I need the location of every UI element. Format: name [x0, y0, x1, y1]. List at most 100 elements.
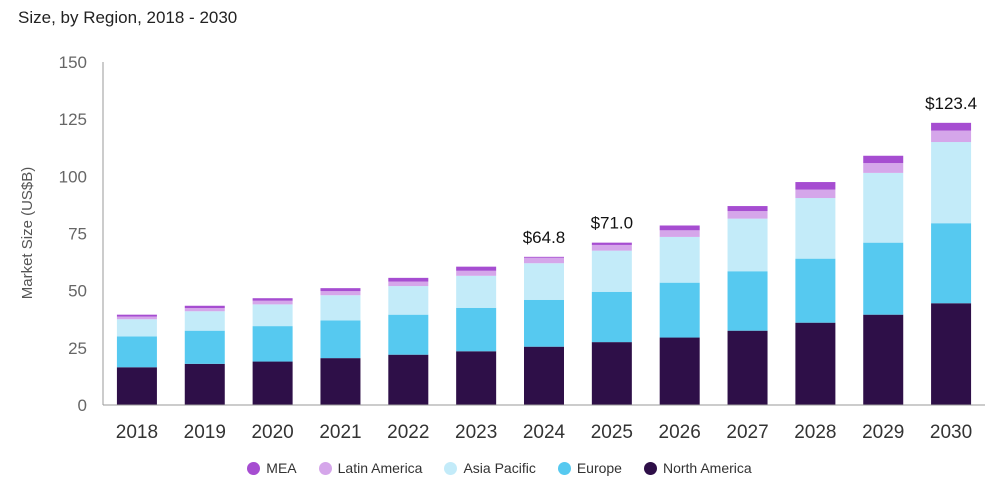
y-axis-label: Market Size (US$B) [19, 167, 36, 300]
legend-label: Latin America [337, 460, 423, 476]
bar-segment-north-america [252, 361, 293, 405]
bar-stack-2028 [795, 182, 836, 405]
bar-segment-asia-pacific [524, 263, 564, 300]
bar-segment-europe [184, 330, 225, 364]
bar-segment-europe [116, 336, 157, 368]
x-tick-label: 2021 [319, 422, 361, 443]
bar-stack-2018 [116, 314, 157, 405]
legend-item-mea[interactable]: MEA [247, 460, 297, 476]
legend-swatch [557, 461, 571, 475]
bar-segment-north-america [116, 367, 157, 405]
bar-segment-europe [388, 314, 429, 355]
bar-stack-2023 [456, 266, 497, 405]
bar-stack-2025 [591, 242, 632, 405]
bar-segment-mea [795, 182, 836, 190]
bar-segment-asia-pacific [252, 304, 293, 327]
legend-item-latin-america[interactable]: Latin America [318, 460, 423, 476]
bar-segment-mea [931, 122, 972, 131]
bar-segment-europe [456, 307, 497, 352]
bar-segment-mea [591, 242, 632, 245]
legend-label: Asia Pacific [463, 460, 536, 476]
bar-segment-north-america [456, 351, 497, 405]
x-tick-label: 2019 [184, 422, 226, 443]
legend-swatch [318, 461, 332, 475]
bar-segment-asia-pacific [320, 295, 361, 321]
bar-segment-mea [388, 277, 429, 282]
data-labels: $64.8 $71.0 $123.4 [523, 94, 977, 247]
bar-segment-asia-pacific [591, 250, 632, 292]
y-tick-label: 50 [68, 282, 87, 301]
y-tick-label: 75 [68, 225, 87, 244]
bar-segment-north-america [184, 363, 225, 405]
x-tick-label: 2018 [116, 422, 158, 443]
bar-segment-latin-america [320, 291, 361, 296]
chart-title: Size, by Region, 2018 - 2030 [18, 8, 238, 27]
x-axis: 2018 2019 2020 2021 2022 2023 2024 2025 2026 2027… [116, 422, 972, 443]
legend-item-asia-pacific[interactable]: Asia Pacific [444, 460, 536, 476]
bar-segment-asia-pacific [863, 172, 904, 243]
bar-segment-latin-america [591, 244, 632, 251]
x-tick-label: 2030 [930, 422, 972, 443]
legend-swatch [643, 461, 657, 475]
legend-label: MEA [266, 460, 297, 476]
y-tick-label: 125 [59, 110, 87, 129]
bar-segment-north-america [931, 303, 972, 405]
bar-segment-europe [931, 223, 972, 304]
bar-stack-2019 [184, 305, 225, 405]
bar-segment-north-america [727, 330, 768, 405]
bar-stack-2026 [659, 225, 700, 405]
bar-segment-europe [727, 271, 768, 331]
bar-segment-europe [524, 299, 564, 347]
bar-segment-latin-america [863, 163, 904, 173]
bar-segment-europe [252, 326, 293, 362]
bar-stack-2022 [388, 277, 429, 405]
bar-segment-north-america [795, 322, 836, 405]
bar-stack-2020 [252, 298, 293, 405]
bar-segment-mea [524, 256, 564, 258]
bar-segment-asia-pacific [727, 218, 768, 272]
bar-segment-latin-america [456, 270, 497, 276]
bar-segment-mea [456, 266, 497, 271]
bar-stack-2029 [863, 155, 904, 405]
bar-segment-mea [252, 298, 293, 301]
y-tick-label: 0 [78, 396, 87, 415]
bar-segment-latin-america [184, 308, 225, 312]
bar-segment-north-america [320, 358, 361, 405]
legend-label: Europe [576, 460, 622, 476]
y-axis: 0 25 50 75 100 125 150 [59, 53, 87, 415]
x-tick-label: 2024 [523, 422, 566, 443]
bar-segment-latin-america [795, 189, 836, 199]
bar-segment-asia-pacific [659, 236, 700, 283]
x-tick-label: 2020 [251, 422, 293, 443]
bar-segment-latin-america [388, 281, 429, 287]
bar-segment-europe [320, 320, 361, 359]
data-label: $71.0 [591, 214, 634, 233]
bar-segment-mea [863, 155, 904, 164]
bar-segment-asia-pacific [456, 275, 497, 308]
legend-item-europe[interactable]: Europe [557, 460, 622, 476]
bar-segment-mea [727, 206, 768, 212]
bar-segment-europe [659, 282, 700, 338]
stacked-bar-chart: Market Size (US$B) 0 25 50 75 100 125 150 2018… [19, 53, 985, 443]
bar-segment-latin-america [659, 230, 700, 237]
bar-segment-north-america [659, 337, 700, 405]
bar-segment-asia-pacific [116, 319, 157, 337]
legend-swatch [444, 461, 458, 475]
bar-stack-2021 [320, 288, 361, 405]
x-tick-label: 2027 [726, 422, 768, 443]
bars-group [116, 122, 972, 405]
y-tick-label: 150 [59, 53, 87, 72]
x-tick-label: 2026 [659, 422, 701, 443]
bar-segment-europe [863, 242, 904, 315]
x-tick-label: 2023 [455, 422, 497, 443]
bar-stack-2024 [524, 256, 564, 405]
bar-segment-north-america [388, 354, 429, 405]
data-label: $64.8 [523, 228, 566, 247]
bar-segment-latin-america [727, 211, 768, 219]
bar-segment-asia-pacific [184, 311, 225, 331]
x-tick-label: 2022 [387, 422, 429, 443]
legend-item-north-america[interactable]: North America [643, 460, 752, 476]
x-tick-label: 2029 [862, 422, 904, 443]
bar-segment-latin-america [116, 316, 157, 320]
bar-segment-latin-america [931, 130, 972, 143]
